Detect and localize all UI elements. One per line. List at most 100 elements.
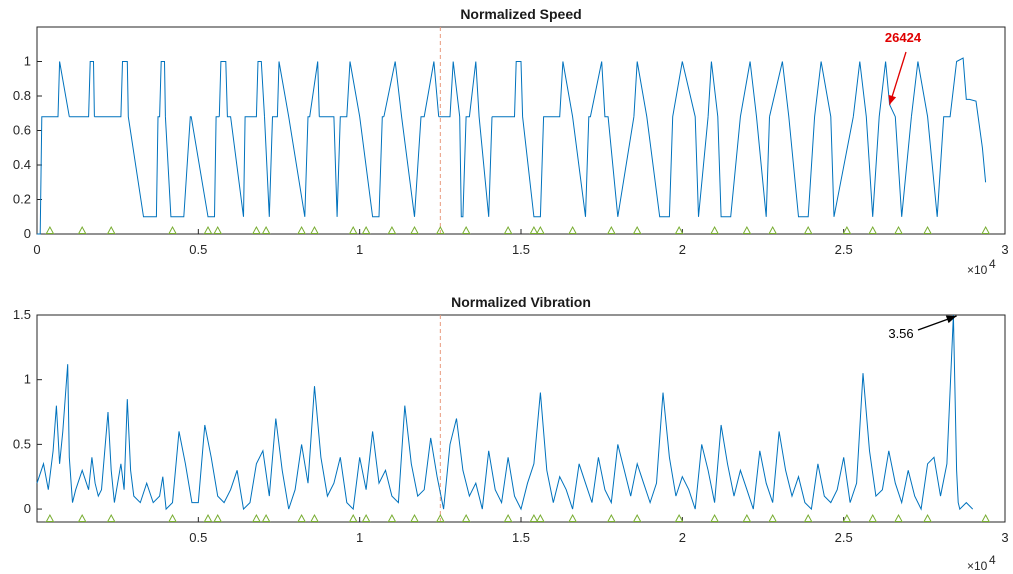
vibration-event-marker — [568, 513, 577, 522]
vibration-panel: Normalized Vibration 0 0.5 1 1.5 0.5 1 1.5 2 2.… — [13, 294, 1009, 573]
vibration-annotation-arrowhead — [945, 315, 957, 324]
speed-series-segment — [264, 61, 320, 217]
vibration-event-marker — [674, 513, 684, 522]
speed-event-marker — [568, 225, 577, 234]
vibration-event-marker — [106, 513, 116, 522]
speed-event-marker — [742, 225, 752, 234]
speed-y-tick-label: 0.6 — [13, 123, 31, 138]
speed-event-marker — [435, 225, 445, 234]
speed-event-marker — [674, 225, 684, 234]
speed-event-marker — [77, 225, 87, 234]
vibration-x-exponent-base: ×10 — [967, 559, 988, 573]
vibration-x-tick-label: 1 — [356, 530, 363, 545]
speed-event-marker — [261, 225, 271, 234]
speed-event-marker — [213, 225, 223, 234]
vibration-x-tick-label: 3 — [1001, 530, 1008, 545]
vibration-event-marker — [77, 513, 87, 522]
vibration-event-marker — [213, 513, 223, 522]
vibration-event-marker — [252, 513, 261, 522]
vibration-series-line — [36, 314, 974, 511]
speed-event-marker — [410, 225, 419, 234]
vibration-event-marker — [45, 513, 55, 522]
speed-y-tick-label: 0 — [24, 226, 31, 241]
speed-title: Normalized Speed — [460, 6, 581, 22]
speed-x-exponent-base: ×10 — [967, 263, 988, 277]
speed-series-segment — [633, 61, 709, 218]
speed-y-tick-label: 0.2 — [13, 192, 31, 207]
vibration-x-tick-label: 2 — [679, 530, 686, 545]
vibration-event-marker — [803, 513, 813, 522]
speed-annotation: 26424 — [885, 30, 922, 105]
vibration-x-tick-label: 0.5 — [189, 530, 207, 545]
vibration-axes-box — [36, 314, 1006, 523]
vibration-event-marker — [981, 513, 990, 522]
vibration-event-marker — [710, 513, 719, 522]
vibration-event-marker — [297, 513, 306, 522]
speed-event-marker — [536, 225, 545, 234]
vibration-event-marker — [632, 513, 642, 522]
speed-series-segment — [319, 61, 384, 218]
speed-annotation-label: 26424 — [885, 30, 922, 45]
vibration-annotation: 3.56 — [888, 315, 957, 341]
speed-event-marker — [632, 225, 642, 234]
vibration-event-marker — [168, 513, 177, 522]
vibration-event-marker — [310, 513, 319, 522]
speed-event-marker — [529, 225, 539, 234]
vibration-event-marker — [923, 513, 932, 522]
vibration-x-axis: 0.5 1 1.5 2 2.5 3 — [189, 517, 1009, 545]
vibration-event-marker — [768, 513, 778, 522]
speed-x-tick-label: 2.5 — [835, 242, 853, 257]
speed-event-marker — [842, 225, 852, 234]
speed-x-tick-label: 1 — [356, 242, 363, 257]
speed-y-tick-label: 0.4 — [13, 157, 31, 172]
vibration-event-marker — [410, 513, 419, 522]
vibration-event-marker — [529, 513, 539, 522]
vibration-event-marker — [348, 513, 358, 522]
speed-event-marker — [203, 225, 213, 234]
vibration-event-markers — [45, 513, 990, 522]
speed-series-segment — [94, 61, 166, 218]
vibration-x-tick-label: 2.5 — [835, 530, 853, 545]
speed-series-segment — [218, 61, 265, 217]
speed-series-segment — [69, 61, 95, 118]
speed-series-segment — [492, 61, 564, 218]
vibration-y-tick-label: 0 — [24, 501, 31, 516]
speed-x-exponent-power: 4 — [989, 257, 996, 271]
speed-series — [37, 57, 987, 235]
vibration-y-axis: 0 0.5 1 1.5 — [13, 307, 42, 516]
speed-event-marker — [607, 225, 616, 234]
speed-axes-box — [36, 26, 1006, 235]
speed-series-segment — [438, 61, 493, 218]
vibration-y-tick-label: 1.5 — [13, 307, 31, 322]
speed-series-segment — [37, 61, 70, 235]
speed-event-marker — [503, 225, 513, 234]
speed-x-tick-label: 0 — [33, 242, 40, 257]
speed-event-markers — [45, 225, 990, 234]
speed-event-marker — [710, 225, 719, 234]
vibration-event-marker — [868, 513, 878, 522]
speed-x-tick-label: 3 — [1001, 242, 1008, 257]
speed-event-marker — [252, 225, 261, 234]
speed-annotation-arrow — [888, 51, 907, 105]
vibration-event-marker — [361, 513, 371, 522]
vibration-event-marker — [607, 513, 616, 522]
vibration-y-tick-label: 0.5 — [13, 436, 31, 451]
speed-x-tick-label: 0.5 — [189, 242, 207, 257]
speed-event-marker — [803, 225, 813, 234]
speed-event-marker — [923, 225, 932, 234]
vibration-title: Normalized Vibration — [451, 294, 591, 310]
vibration-event-marker — [842, 513, 852, 522]
vibration-event-marker — [387, 513, 397, 522]
speed-series-segment — [910, 57, 987, 217]
speed-event-marker — [768, 225, 778, 234]
speed-y-axis: 0 0.2 0.4 0.6 0.8 1 — [13, 54, 42, 241]
vibration-event-marker — [261, 513, 271, 522]
speed-y-tick-label: 0.8 — [13, 88, 31, 103]
vibration-x-exponent-power: 4 — [989, 553, 996, 567]
speed-panel: Normalized Speed 0 0.2 0.4 0.6 0.8 1 0 0.5 1 1.5… — [13, 6, 1009, 277]
speed-series-segment — [769, 61, 854, 218]
speed-annotation-arrowhead — [888, 94, 897, 105]
speed-event-marker — [387, 225, 397, 234]
speed-event-marker — [310, 225, 319, 234]
